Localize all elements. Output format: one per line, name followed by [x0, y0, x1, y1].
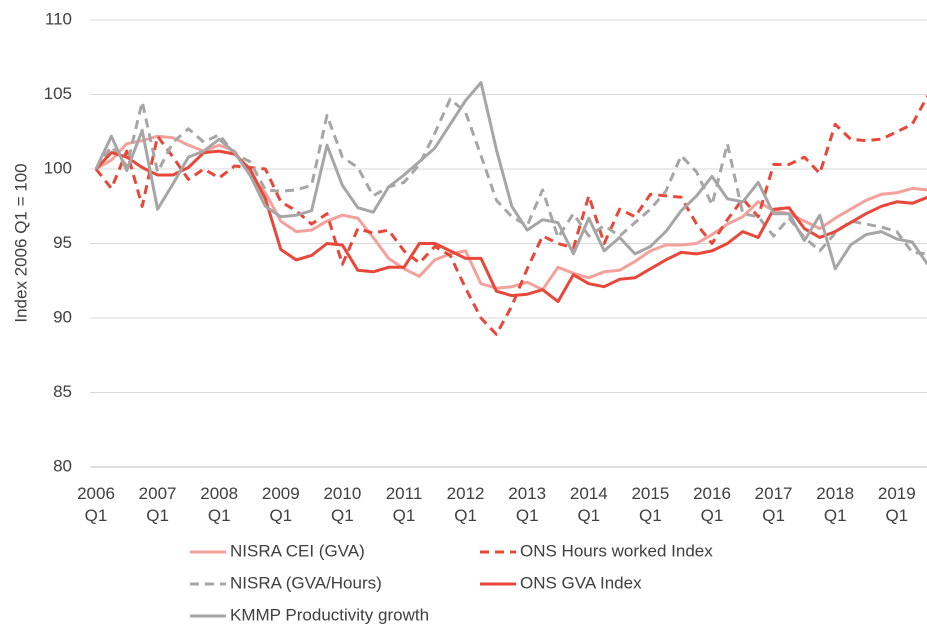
y-tick-label: 90 — [53, 307, 72, 326]
x-tick-label: 2007 Q1 — [138, 484, 177, 525]
legend-label: KMMP Productivity growth — [230, 605, 429, 624]
y-tick-label: 80 — [53, 456, 72, 475]
x-tick-label: 2015 Q1 — [631, 484, 670, 525]
legend-label: NISRA (GVA/Hours) — [230, 573, 382, 592]
x-tick-label: 2006 Q1 — [77, 484, 115, 525]
x-tick-label: 2009 Q1 — [261, 484, 300, 525]
legend-label: ONS GVA Index — [520, 573, 642, 592]
y-tick-label: 85 — [53, 382, 72, 401]
series-line — [94, 95, 927, 336]
series-line — [94, 81, 927, 271]
x-tick-label: 2018 Q1 — [816, 484, 855, 525]
x-tick-label: 2012 Q1 — [446, 484, 485, 525]
x-tick-label: 2019 Q1 — [877, 484, 916, 525]
y-tick-label: 95 — [53, 233, 72, 252]
legend-label: ONS Hours worked Index — [520, 541, 713, 560]
x-tick-label: 2014 Q1 — [569, 484, 608, 525]
y-tick-label: 105 — [44, 84, 72, 103]
x-tick-label: 2016 Q1 — [693, 484, 731, 525]
y-tick-label: 110 — [45, 9, 72, 28]
x-tick-label: 2011 Q1 — [385, 484, 423, 525]
x-tick-label: 2017 Q1 — [754, 484, 793, 525]
y-tick-label: 100 — [44, 158, 72, 177]
y-axis-label: Index 2006 Q1 = 100 — [11, 163, 30, 322]
x-tick-label: 2013 Q1 — [508, 484, 547, 525]
x-tick-label: 2010 Q1 — [323, 484, 362, 525]
series-line — [94, 149, 927, 304]
legend-label: NISRA CEI (GVA) — [230, 541, 365, 560]
x-tick-label: 2008 Q1 — [200, 484, 239, 525]
